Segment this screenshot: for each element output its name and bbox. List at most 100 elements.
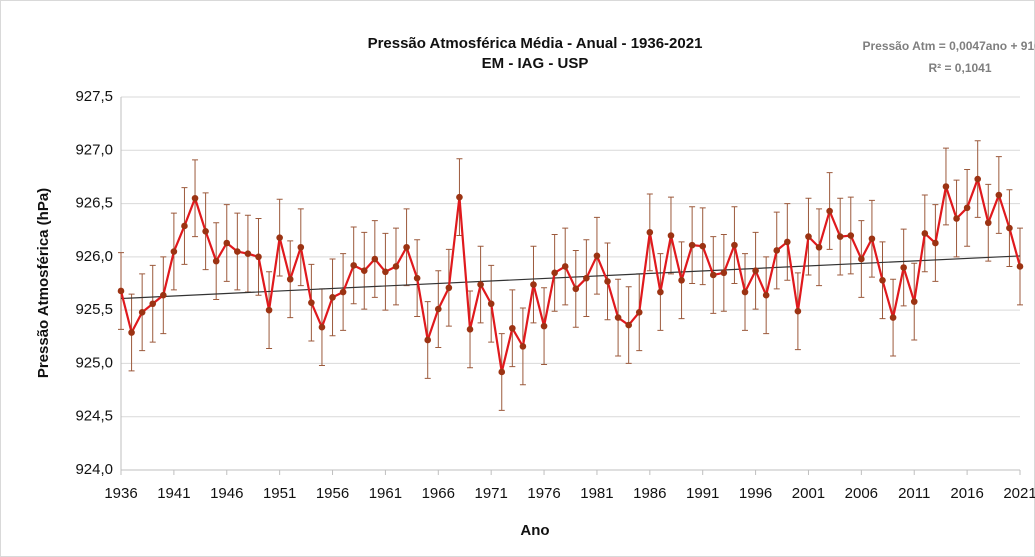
data-point (572, 285, 580, 293)
y-tick-label: 926,5 (75, 195, 113, 212)
data-point (540, 322, 548, 330)
data-point (688, 241, 696, 249)
chart-subtitle: EM - IAG - USP (482, 55, 589, 72)
data-point (297, 243, 305, 251)
data-point (1006, 224, 1013, 232)
data-point (244, 250, 252, 257)
data-point (509, 324, 516, 332)
data-point (329, 294, 336, 301)
data-point (519, 343, 527, 350)
data-point (773, 247, 781, 254)
data-point (932, 239, 939, 247)
data-point (276, 234, 283, 241)
x-tick-label: 1981 (580, 485, 613, 502)
data-point (128, 329, 135, 336)
x-tick-label: 1976 (527, 485, 560, 502)
data-point (223, 239, 231, 247)
data-point (889, 314, 897, 321)
data-point (530, 281, 537, 288)
chart-title: Pressão Atmosférica Média - Anual - 1936… (368, 35, 703, 52)
x-tick-label: 1941 (157, 485, 190, 502)
data-point (170, 248, 178, 255)
x-tick-label: 1966 (422, 485, 455, 502)
x-tick-label: 1956 (316, 485, 349, 502)
data-point (477, 281, 484, 288)
data-point (752, 267, 759, 275)
data-point (942, 183, 950, 190)
x-tick-label: 1961 (369, 485, 402, 502)
data-point (784, 238, 791, 246)
data-point (614, 314, 622, 321)
data-point (836, 233, 844, 240)
data-point (424, 336, 432, 344)
data-point (255, 253, 262, 261)
data-point (625, 321, 632, 329)
data-point (794, 307, 802, 315)
x-axis-label: Ano (520, 522, 549, 539)
y-tick-label: 927,5 (75, 88, 113, 105)
data-point (160, 291, 167, 299)
data-point (1016, 263, 1024, 270)
data-point (138, 308, 146, 316)
x-tick-label: 1951 (263, 485, 296, 502)
data-point (879, 277, 886, 284)
trend-r2: R² = 0,1041 (928, 61, 991, 75)
data-point (202, 227, 209, 235)
data-point (350, 262, 357, 269)
data-point (974, 175, 981, 183)
data-point (434, 305, 442, 313)
data-point (149, 300, 157, 308)
x-tick-label: 1971 (474, 485, 507, 502)
data-point (339, 288, 347, 296)
data-point (117, 287, 125, 295)
x-tick-label: 2006 (845, 485, 878, 502)
x-tick-label: 2011 (898, 485, 930, 502)
data-point (995, 191, 1003, 199)
data-point (392, 263, 400, 270)
data-point (286, 275, 294, 283)
data-point (382, 268, 389, 276)
data-point (191, 194, 199, 202)
y-tick-label: 927,0 (75, 141, 113, 158)
data-point (413, 274, 421, 282)
data-point (403, 243, 410, 251)
data-point (583, 274, 590, 282)
data-point (487, 300, 495, 308)
x-tick-label: 2016 (950, 485, 983, 502)
data-point (921, 230, 929, 237)
data-point (699, 242, 707, 250)
trend-equation: Pressão Atm = 0,0047ano + 916,51 (862, 39, 1035, 53)
y-tick-label: 925,5 (75, 301, 113, 318)
x-tick-label: 1936 (104, 485, 137, 502)
data-point (858, 255, 865, 263)
data-point (498, 368, 506, 376)
data-point (212, 257, 220, 265)
data-point (910, 298, 918, 305)
data-point (456, 193, 463, 201)
data-point (318, 323, 326, 331)
data-point (720, 269, 728, 277)
data-point (308, 299, 315, 306)
data-point (709, 271, 717, 279)
data-point (466, 326, 474, 333)
y-tick-label: 924,5 (75, 408, 113, 425)
data-point (815, 243, 823, 251)
data-point (657, 288, 664, 296)
data-point (551, 269, 558, 277)
data-point (234, 248, 241, 255)
data-point (984, 219, 992, 227)
data-point (826, 207, 833, 215)
data-point (805, 233, 812, 240)
x-tick-label: 2021 (1003, 485, 1035, 502)
x-tick-label: 1986 (633, 485, 666, 502)
data-point (667, 232, 675, 239)
data-point (963, 204, 971, 212)
data-point (731, 241, 738, 249)
data-line (119, 177, 1022, 374)
data-point (762, 291, 770, 299)
y-tick-label: 924,0 (75, 461, 113, 478)
data-point (360, 267, 368, 275)
y-tick-label: 926,0 (75, 248, 113, 265)
